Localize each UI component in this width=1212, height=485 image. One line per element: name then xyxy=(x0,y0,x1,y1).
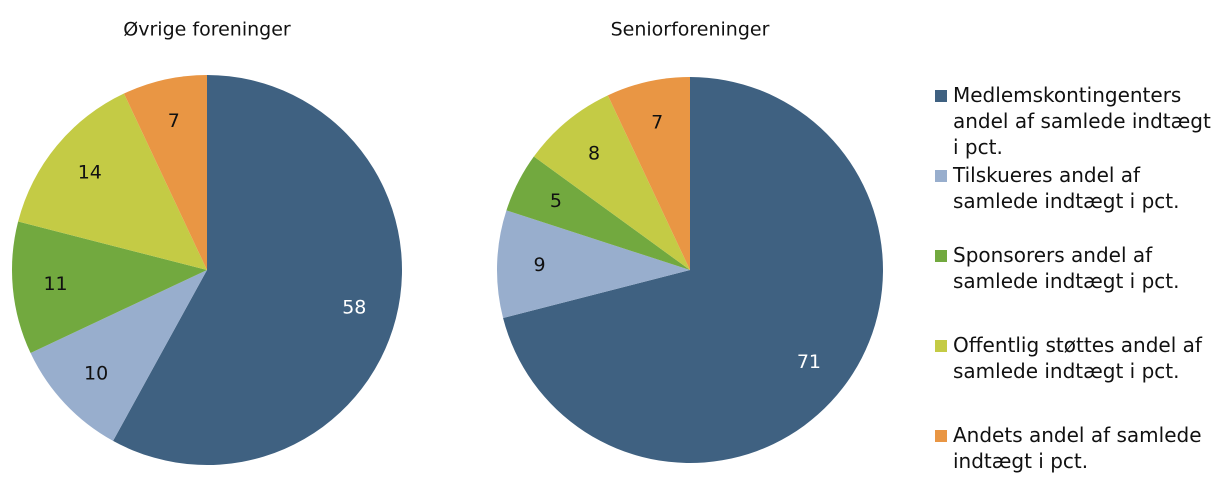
data-label: 71 xyxy=(797,351,821,373)
legend-swatch xyxy=(935,170,947,182)
data-label: 8 xyxy=(588,143,600,165)
data-label: 10 xyxy=(84,363,108,385)
legend-swatch xyxy=(935,340,947,352)
chart-title: Øvrige foreninger xyxy=(123,19,291,41)
pie-slice xyxy=(497,210,690,318)
data-label: 58 xyxy=(342,296,366,318)
legend-label: Sponsorers andel af samlede indtægt i pc… xyxy=(953,243,1180,293)
pie-slice xyxy=(113,75,402,465)
pie-slice xyxy=(607,77,690,270)
legend-swatch xyxy=(935,430,947,442)
legend-item: Andets andel af samlede indtægt i pct. xyxy=(935,422,1212,474)
legend-label: Tilskueres andel af samlede indtægt i pc… xyxy=(953,163,1180,213)
data-label: 5 xyxy=(550,190,562,212)
pie-slice xyxy=(533,95,690,270)
pie-slice xyxy=(123,75,207,270)
data-label: 14 xyxy=(78,162,102,184)
pie-slice xyxy=(12,221,208,354)
pie-slice xyxy=(18,93,208,271)
legend-item: Sponsorers andel af samlede indtægt i pc… xyxy=(935,242,1212,294)
legend-swatch xyxy=(935,90,947,102)
legend-swatch xyxy=(935,250,947,262)
pie-slice xyxy=(506,156,690,270)
pie-slice xyxy=(30,270,207,441)
data-label: 7 xyxy=(168,110,180,132)
legend-item: Medlemskontingenters andel af samlede in… xyxy=(935,82,1212,160)
pie-slice xyxy=(503,77,883,463)
chart-title: Seniorforeninger xyxy=(611,19,770,41)
legend-label: Andets andel af samlede indtægt i pct. xyxy=(953,423,1202,473)
legend-label: Medlemskontingenters andel af samlede in… xyxy=(953,83,1211,159)
legend-item: Offentlig støttes andel af samlede indtæ… xyxy=(935,332,1212,384)
data-label: 11 xyxy=(43,273,67,295)
data-label: 9 xyxy=(533,254,545,276)
legend-item: Tilskueres andel af samlede indtægt i pc… xyxy=(935,162,1212,214)
legend-label: Offentlig støttes andel af samlede indtæ… xyxy=(953,333,1202,383)
charts: Øvrige foreninger581011147Seniorforening… xyxy=(12,19,883,465)
data-label: 7 xyxy=(651,112,663,134)
